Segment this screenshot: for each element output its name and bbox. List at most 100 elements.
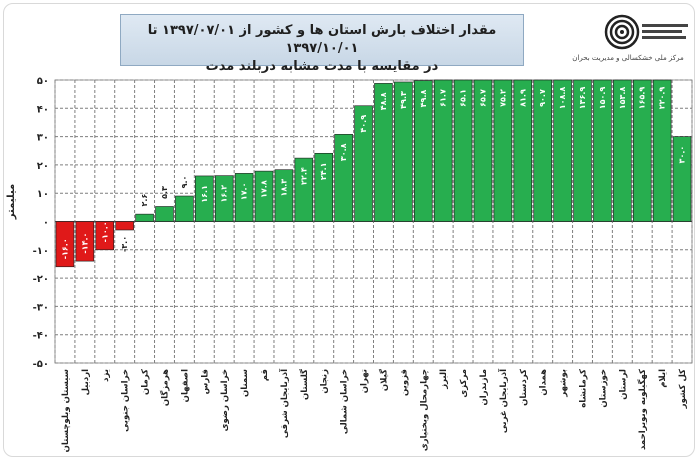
data-label: ۷۵.۲ [498,89,507,107]
bar [75,221,95,262]
category-label: سمنان [240,369,250,397]
data-label: ۴۹.۸ [419,90,428,108]
bar [334,134,353,222]
category-label: خراسان جنوبی [121,369,131,432]
data-label: ۱۵۰.۹ [598,87,607,110]
y-tick-label: ۴۰ [37,104,49,115]
bar [414,80,433,222]
data-label: ۶۵.۱ [459,89,468,107]
bar [115,221,134,231]
category-label: ایلام [658,369,668,388]
data-label: ۲.۶ [140,194,149,207]
category-label: یزد [101,369,111,382]
category-label: مرکزی [459,369,469,398]
bar [55,221,75,268]
data-label: ۱۶.۱ [200,185,209,203]
chart-frame [3,3,695,457]
bar [433,79,453,222]
category-label: خراسان رضوی [220,369,230,431]
y-tick-label: -۴۰ [33,331,49,342]
bar [254,170,274,222]
data-label: -۱۰.۰ [100,221,109,242]
category-label: خوزستان [598,369,608,408]
bar [95,221,115,251]
data-label: ۶۱.۷ [439,89,448,107]
category-label: لرستان [618,369,628,400]
category-label: سیستان وبلوچستان [61,369,71,452]
category-label: قم [260,369,270,381]
chart-title: مقدار اختلاف بارش استان ها و کشور از ۱۳۹… [147,23,497,56]
bar [214,175,234,222]
data-label: ۳۰.۰ [678,146,687,164]
bar [453,79,473,222]
category-label: گیلان [378,369,389,391]
category-label: کردستان [519,369,529,406]
data-label: ۱۸.۳ [279,179,288,197]
data-label: ۴۹.۳ [399,91,408,109]
category-label: بوشهر [559,369,569,398]
data-label: ۶۵.۷ [478,89,487,107]
y-tick-label: -۱۰ [33,246,49,257]
data-label: ۱۶.۲ [220,185,229,203]
bar [274,169,294,222]
category-label: آذربایجان غربی [497,368,509,433]
bar [573,79,592,222]
data-label: ۱۶۵.۹ [638,87,647,110]
data-label: -۳.۰ [120,236,129,252]
category-label: چهارمحال وبختیاری [419,369,429,451]
bar [195,175,214,222]
bar [613,79,632,222]
data-label: ۲۲۰.۹ [658,87,667,110]
bar [135,213,154,222]
category-label: آذربایجان شرقی [278,368,290,438]
data-label: ۱۷.۸ [260,180,269,198]
bar [493,79,513,222]
org-logo-icon [604,14,688,50]
category-label: کل کشور [678,369,688,409]
category-label: اصفهان [180,369,190,402]
category-label: کرمان [141,369,151,395]
bar [294,157,314,222]
bar [354,105,373,222]
y-axis-label: میلیمتر [6,184,17,220]
data-label: ۲۲.۴ [299,167,308,185]
category-label: هرمزگان [159,369,170,406]
bar [533,79,552,222]
category-label: فارس [200,369,210,394]
data-label: ۳۰.۸ [339,143,348,161]
y-tick-label: -۵۰ [33,359,49,370]
chart-title-box: مقدار اختلاف بارش استان ها و کشور از ۱۳۹… [120,14,524,74]
data-label: ۱۷.۰ [240,183,249,201]
category-label: خراسان شمالی [340,369,350,434]
y-tick-label: -۳۰ [33,302,49,313]
y-tick-label: ۵۰ [37,76,49,87]
y-tick-label: ۱۰ [37,189,49,200]
org-name: مرکز ملی خشکسالی و مدیریت بحران [572,54,684,62]
category-label: مازندران [479,369,489,406]
bar [652,79,672,222]
data-label: ۸۱.۹ [518,89,527,107]
y-tick-label: ۲۰ [37,161,49,172]
data-label: -۱۴.۰ [80,233,89,254]
category-label: قزوین [399,369,409,396]
y-tick-label: ۰ [43,218,49,229]
bar [314,152,333,222]
category-label: کهگیلویه وبویراحمد [637,369,648,450]
bar [473,79,493,222]
category-label: کرمانشاه [579,369,589,408]
bar [593,79,612,222]
bar [155,206,174,222]
bar [394,81,413,222]
bar [632,79,652,222]
data-label: ۴۸.۸ [379,92,388,110]
bar [672,136,692,222]
bar [234,173,254,222]
bar [553,79,572,222]
bar [175,195,194,222]
data-label: ۱۰۸.۸ [558,87,567,110]
category-label: البرز [439,369,449,390]
data-label: ۱۵۳.۸ [618,87,627,110]
category-label: گلستان [299,369,310,400]
chart-subtitle: در مقایسه با مدت مشابه دربلند مدت [205,59,439,74]
